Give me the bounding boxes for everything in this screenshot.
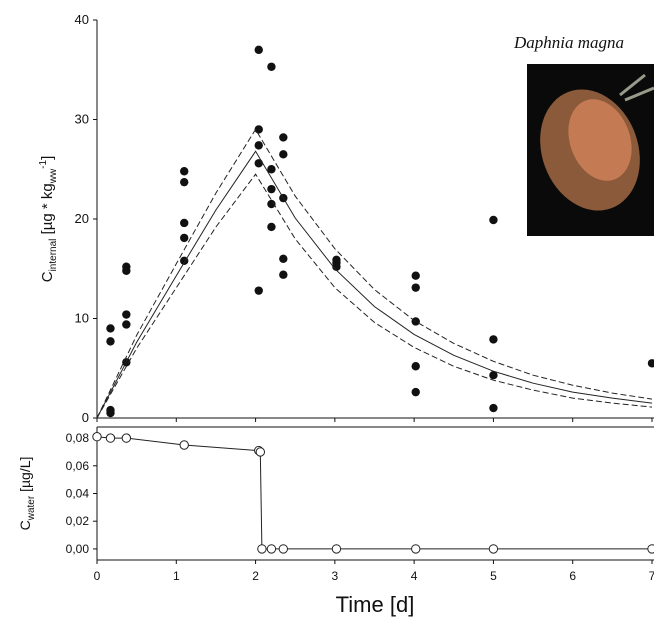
data-point — [331, 544, 342, 554]
y-tick-label: 0,00 — [66, 542, 90, 556]
x-tick-label: 2 — [252, 569, 259, 583]
data-point — [122, 320, 131, 329]
daphnia-inner — [568, 99, 632, 181]
y-axis-label-part: [µg/L] — [17, 457, 33, 496]
data-point — [254, 125, 263, 134]
annotation: Daphnia magna — [513, 33, 624, 52]
data-point — [411, 362, 420, 371]
data-point — [121, 433, 132, 443]
data-point — [488, 544, 499, 554]
data-point — [267, 199, 276, 209]
data-point — [179, 440, 189, 450]
data-point — [254, 286, 263, 295]
data-point — [279, 270, 288, 279]
model-bound — [96, 128, 653, 419]
data-point — [257, 544, 267, 554]
data-point — [180, 218, 189, 228]
x-tick-label: 0 — [94, 569, 101, 583]
x-tick-label: 1 — [173, 569, 180, 583]
inset-photo — [527, 64, 654, 236]
data-point — [106, 408, 115, 418]
data-point — [411, 317, 420, 326]
data-point — [254, 45, 263, 55]
x-tick-label: 4 — [411, 569, 418, 583]
data-point — [647, 544, 654, 554]
data-point — [255, 447, 266, 457]
data-point — [180, 233, 189, 243]
data-point — [122, 266, 131, 275]
y-tick-label: 0,08 — [66, 431, 90, 445]
y-tick-label: 0 — [82, 410, 89, 425]
data-point — [106, 337, 115, 346]
data-point — [411, 544, 421, 554]
y-axis-label-part: internal — [48, 239, 59, 272]
x-tick-label: 3 — [332, 569, 339, 583]
data-point — [489, 335, 498, 344]
data-point — [106, 324, 115, 333]
data-point — [266, 544, 277, 554]
data-point — [122, 310, 131, 319]
y-tick-label: 40 — [75, 12, 89, 27]
data-point — [489, 371, 498, 380]
data-point — [105, 433, 116, 443]
y-axis-label-part: C — [39, 271, 56, 282]
data-point — [411, 387, 420, 397]
y-axis-label-part: -1 — [38, 159, 49, 168]
y-tick-label: 30 — [75, 112, 89, 127]
y-axis-label-part: ww — [48, 168, 59, 184]
y-tick-label: 20 — [75, 211, 89, 226]
y-axis-label-part: C — [17, 520, 33, 530]
data-point — [180, 167, 189, 176]
x-tick-label: 6 — [569, 569, 576, 583]
daphnia-antenna — [619, 73, 654, 102]
model-line — [96, 150, 653, 419]
y-tick-label: 0,02 — [66, 514, 90, 528]
data-point — [489, 215, 498, 225]
data-point — [92, 431, 102, 442]
data-point — [411, 271, 420, 280]
data-point — [267, 62, 276, 71]
x-tick-label: 7 — [649, 569, 654, 583]
data-point — [267, 165, 276, 174]
data-point — [267, 184, 276, 194]
data-point — [180, 177, 189, 187]
data-point — [279, 254, 288, 263]
y-axis-label-part: water — [26, 495, 37, 521]
data-point — [279, 133, 288, 142]
data-point — [489, 403, 498, 413]
data-point — [647, 359, 654, 368]
model-line — [96, 436, 652, 550]
x-tick-label: 5 — [490, 569, 497, 583]
data-point — [254, 141, 263, 150]
data-point — [279, 150, 288, 159]
y-axis-label: Cwater [µg/L] — [17, 457, 37, 531]
data-point — [254, 159, 263, 168]
model-bound — [96, 173, 653, 419]
data-point — [278, 544, 289, 554]
y-axis-label-part: [µg * kg — [39, 183, 56, 238]
y-tick-label: 0,04 — [66, 487, 90, 501]
y-axis-label-part: ] — [39, 156, 56, 160]
data-point — [267, 222, 276, 232]
data-point — [411, 283, 420, 292]
y-tick-label: 10 — [75, 311, 89, 326]
x-axis-label: Time [d] — [336, 592, 415, 617]
y-axis-label: Cinternal [µg * kgww-1] — [38, 156, 59, 283]
y-tick-label: 0,06 — [66, 459, 90, 473]
